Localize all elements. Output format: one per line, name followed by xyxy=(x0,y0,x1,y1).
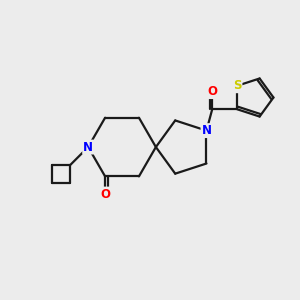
Text: O: O xyxy=(100,188,110,200)
Text: O: O xyxy=(207,85,217,98)
Text: N: N xyxy=(83,141,93,154)
Text: N: N xyxy=(202,124,212,137)
Text: S: S xyxy=(233,79,242,92)
